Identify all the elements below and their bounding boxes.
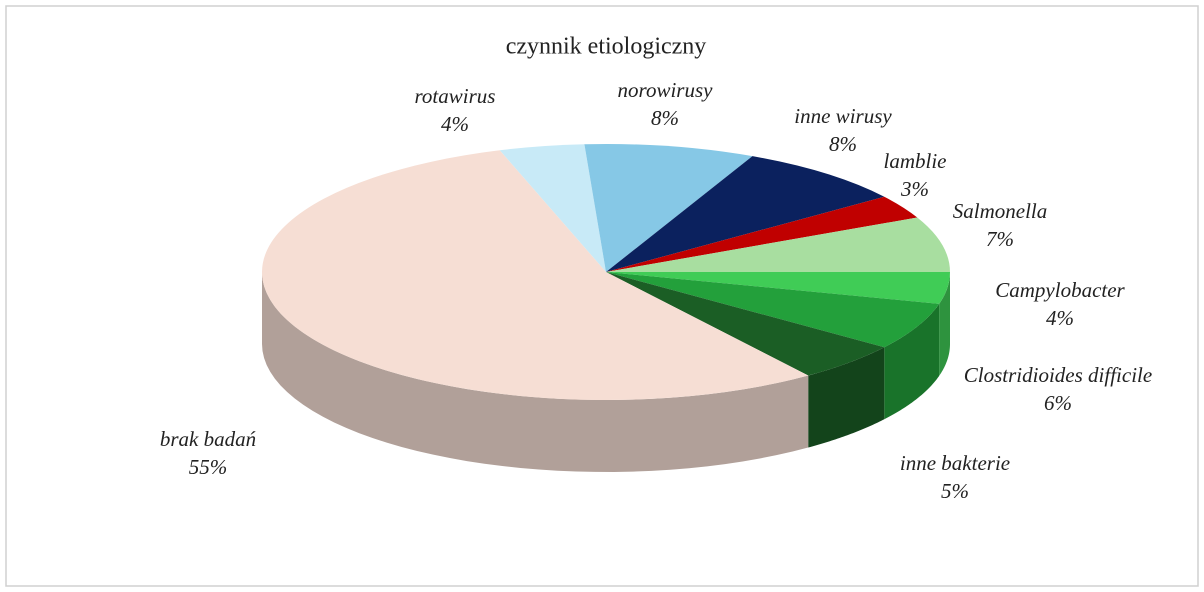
value-label: 55% xyxy=(189,455,228,479)
slice-label: inne wirusy xyxy=(794,104,892,128)
slice xyxy=(499,144,606,272)
slice xyxy=(606,217,950,272)
slice-side xyxy=(939,272,950,376)
slice xyxy=(606,272,940,348)
slice xyxy=(584,144,753,272)
slice-label: norowirusy xyxy=(618,78,714,102)
value-label: 3% xyxy=(900,177,929,201)
slice-label: Salmonella xyxy=(953,199,1048,223)
slice-side xyxy=(884,303,940,420)
slice xyxy=(606,196,918,272)
slice-label: Campylobacter xyxy=(995,278,1125,302)
slice-label: Clostridioides difficile xyxy=(964,363,1152,387)
slice xyxy=(606,156,885,272)
slice-label: inne bakterie xyxy=(900,451,1010,475)
chart-title: czynnik etiologiczny xyxy=(506,34,707,60)
slice xyxy=(261,150,809,401)
slice xyxy=(606,272,950,304)
slice-label: rotawirus xyxy=(415,84,496,108)
value-label: 4% xyxy=(1046,306,1074,330)
slice-label: lamblie xyxy=(884,149,947,173)
value-label: 4% xyxy=(441,112,469,136)
value-label: 7% xyxy=(986,227,1014,251)
slice-side xyxy=(808,347,885,448)
slice-side xyxy=(262,272,809,472)
value-label: 5% xyxy=(941,479,969,503)
value-label: 8% xyxy=(829,132,857,156)
slice xyxy=(606,272,885,376)
value-label: 6% xyxy=(1044,391,1072,415)
value-label: 8% xyxy=(651,106,679,130)
slice-label: brak badań xyxy=(160,427,256,451)
